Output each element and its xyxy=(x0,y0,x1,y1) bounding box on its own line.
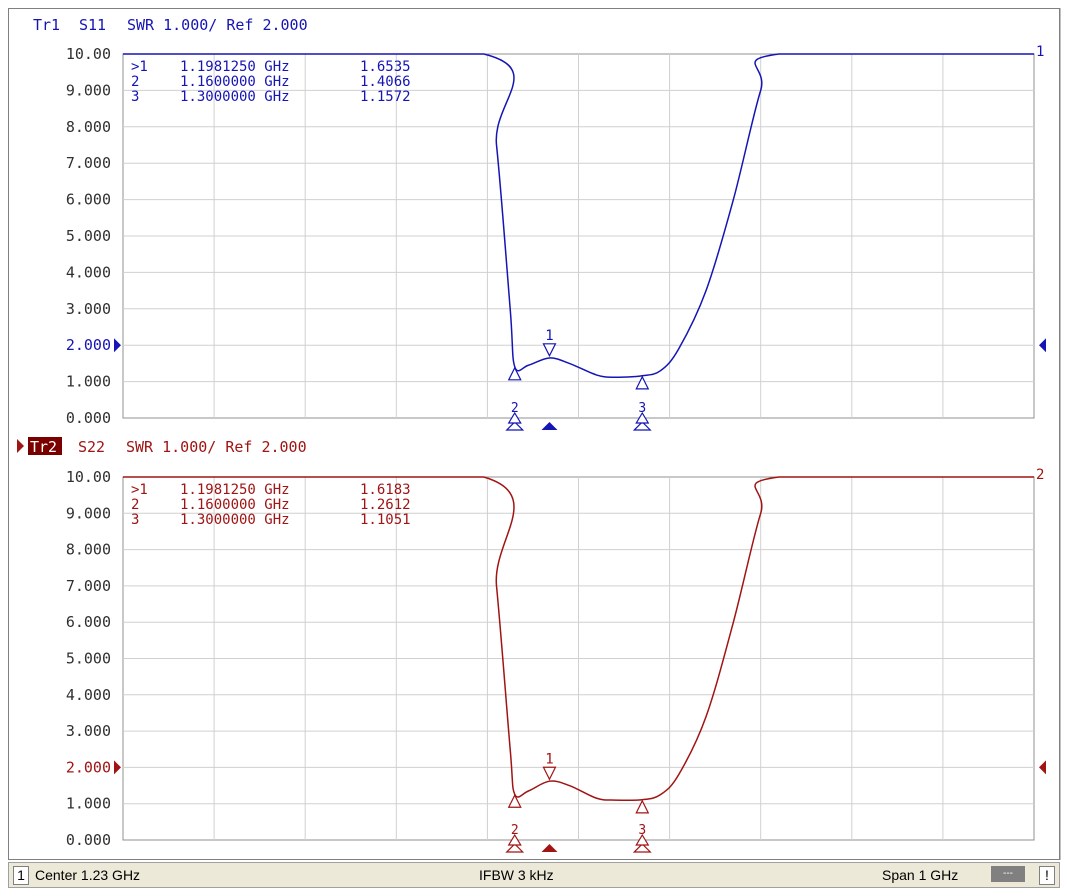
trace-parameter[interactable]: S22 xyxy=(78,438,105,456)
marker-icon[interactable] xyxy=(507,793,522,808)
plot-1: Tr1 S11 SWR 1.000/ Ref 2.000 10.00 9.000 8.00… xyxy=(33,16,1046,431)
y-tick-label: 10.00 xyxy=(66,45,111,63)
marker-table[interactable]: >1 1.1981250 GHz 1.6535 2 1.1600000 GHz 1.406… xyxy=(131,59,411,105)
marker-label: 3 xyxy=(638,401,646,416)
y-axis: 10.00 9.000 8.000 7.000 6.000 5.000 4.000 3.000… xyxy=(66,468,111,849)
marker-label: 1 xyxy=(545,751,553,767)
y-tick-label: 4.000 xyxy=(66,263,111,281)
marker-row-frequency[interactable]: 1.1981250 GHz xyxy=(180,482,290,498)
channel-indicator[interactable]: 1 xyxy=(13,866,29,885)
marker-icon[interactable] xyxy=(542,343,557,358)
marker-label: 1 xyxy=(545,328,553,344)
y-tick-label: 1.000 xyxy=(66,795,111,813)
y-tick-label: 6.000 xyxy=(66,613,111,631)
y-tick-label: 2.000 xyxy=(66,758,111,776)
marker-icon[interactable] xyxy=(542,766,557,781)
marker-row-frequency[interactable]: 1.3000000 GHz xyxy=(180,512,290,528)
marker-icon[interactable] xyxy=(507,366,522,381)
marker-row-frequency[interactable]: 1.1981250 GHz xyxy=(180,59,290,75)
trace-end-label: 1 xyxy=(1036,44,1044,60)
marker-row-frequency[interactable]: 1.3000000 GHz xyxy=(180,89,290,105)
y-axis: 10.00 9.000 8.000 7.000 6.000 5.000 4.000 3.000… xyxy=(66,45,111,427)
y-tick-label: 9.000 xyxy=(66,81,111,99)
marker-row-id[interactable]: 2 xyxy=(131,497,139,513)
marker-row-value[interactable]: 1.6535 xyxy=(360,59,411,75)
marker-stimulus-icon[interactable] xyxy=(635,833,650,846)
y-tick-label: 7.000 xyxy=(66,577,111,595)
trace-name[interactable]: Tr1 xyxy=(33,16,60,34)
marker-row-value[interactable]: 1.6183 xyxy=(360,482,411,498)
status-bar: 1 Center 1.23 GHz IFBW 3 kHz Span 1 GHz … xyxy=(8,862,1060,888)
trace-header[interactable]: Tr2 S22 SWR 1.000/ Ref 2.000 xyxy=(17,437,307,456)
alert-indicator[interactable]: ! xyxy=(1039,866,1055,885)
marker-stimulus-icon[interactable] xyxy=(507,411,522,424)
active-marker-stimulus-icon[interactable] xyxy=(541,844,558,852)
trace-markers[interactable]: 1 2 3 xyxy=(505,328,652,431)
marker-stimulus-icon[interactable] xyxy=(632,843,652,853)
trace-name[interactable]: Tr2 xyxy=(30,438,57,456)
y-tick-label: 3.000 xyxy=(66,722,111,740)
grid xyxy=(123,477,1034,840)
marker-table[interactable]: >1 1.1981250 GHz 1.6183 2 1.1600000 GHz 1.261… xyxy=(131,482,411,528)
marker-row-id[interactable]: 3 xyxy=(131,89,139,105)
y-tick-label: 2.000 xyxy=(66,336,111,354)
trace-format-info[interactable]: SWR 1.000/ Ref 2.000 xyxy=(127,16,308,34)
marker-row-id[interactable]: 2 xyxy=(131,74,139,90)
y-tick-label: 6.000 xyxy=(66,191,111,209)
reference-left-arrow-icon[interactable] xyxy=(114,338,121,353)
marker-row-id[interactable]: >1 xyxy=(131,59,148,75)
span-frequency[interactable]: Span 1 GHz xyxy=(882,867,959,883)
marker-label: 3 xyxy=(638,823,646,838)
status-indicator: --- xyxy=(991,866,1025,882)
marker-row-value[interactable]: 1.2612 xyxy=(360,497,411,513)
reference-left-arrow-icon[interactable] xyxy=(114,760,121,775)
if-bandwidth[interactable]: IFBW 3 kHz xyxy=(479,867,554,883)
y-tick-label: 0.000 xyxy=(66,831,111,849)
y-tick-label: 5.000 xyxy=(66,650,111,668)
y-tick-label: 5.000 xyxy=(66,227,111,245)
marker-icon[interactable] xyxy=(635,799,650,814)
y-tick-label: 7.000 xyxy=(66,154,111,172)
trace-line-S11 xyxy=(122,53,1034,378)
y-tick-label: 0.000 xyxy=(66,409,111,427)
marker-row-value[interactable]: 1.1572 xyxy=(360,89,411,105)
marker-icon[interactable] xyxy=(635,375,650,390)
y-tick-label: 8.000 xyxy=(66,541,111,559)
y-tick-label: 10.00 xyxy=(66,468,111,486)
marker-label: 2 xyxy=(511,401,519,416)
marker-label: 2 xyxy=(511,823,519,838)
trace-header[interactable]: Tr1 S11 SWR 1.000/ Ref 2.000 xyxy=(33,16,308,34)
marker-stimulus-icon[interactable] xyxy=(632,421,652,431)
marker-row-value[interactable]: 1.1051 xyxy=(360,512,411,528)
marker-stimulus-icon[interactable] xyxy=(505,843,525,853)
reference-right-arrow-icon[interactable] xyxy=(1039,338,1046,353)
trace-line-S22 xyxy=(123,476,1035,802)
reference-right-arrow-icon[interactable] xyxy=(1039,760,1046,775)
y-tick-label: 4.000 xyxy=(66,686,111,704)
marker-row-frequency[interactable]: 1.1600000 GHz xyxy=(180,497,290,513)
marker-row-id[interactable]: >1 xyxy=(131,482,148,498)
marker-stimulus-icon[interactable] xyxy=(635,411,650,424)
plots-area: Tr1 S11 SWR 1.000/ Ref 2.000 10.00 9.000 8.00… xyxy=(17,8,1061,860)
trace-parameter[interactable]: S11 xyxy=(79,16,106,34)
plot-2: Tr2 S22 SWR 1.000/ Ref 2.000 10.00 9.000 8.00… xyxy=(17,437,1046,853)
marker-row-id[interactable]: 3 xyxy=(131,512,139,528)
active-trace-arrow-icon xyxy=(17,439,24,453)
center-frequency[interactable]: Center 1.23 GHz xyxy=(35,867,141,883)
y-tick-label: 9.000 xyxy=(66,504,111,522)
marker-stimulus-icon[interactable] xyxy=(505,421,525,431)
y-tick-label: 1.000 xyxy=(66,373,111,391)
active-marker-stimulus-icon[interactable] xyxy=(541,422,558,430)
marker-row-value[interactable]: 1.4066 xyxy=(360,74,411,90)
trace-end-label: 2 xyxy=(1036,467,1044,483)
y-tick-label: 8.000 xyxy=(66,118,111,136)
marker-row-frequency[interactable]: 1.1600000 GHz xyxy=(180,74,290,90)
y-tick-label: 3.000 xyxy=(66,300,111,318)
trace-format-info[interactable]: SWR 1.000/ Ref 2.000 xyxy=(126,438,307,456)
marker-stimulus-icon[interactable] xyxy=(507,833,522,846)
trace-markers[interactable]: 1 2 3 xyxy=(505,751,652,853)
grid xyxy=(123,54,1034,418)
trace-badge[interactable] xyxy=(28,437,62,455)
